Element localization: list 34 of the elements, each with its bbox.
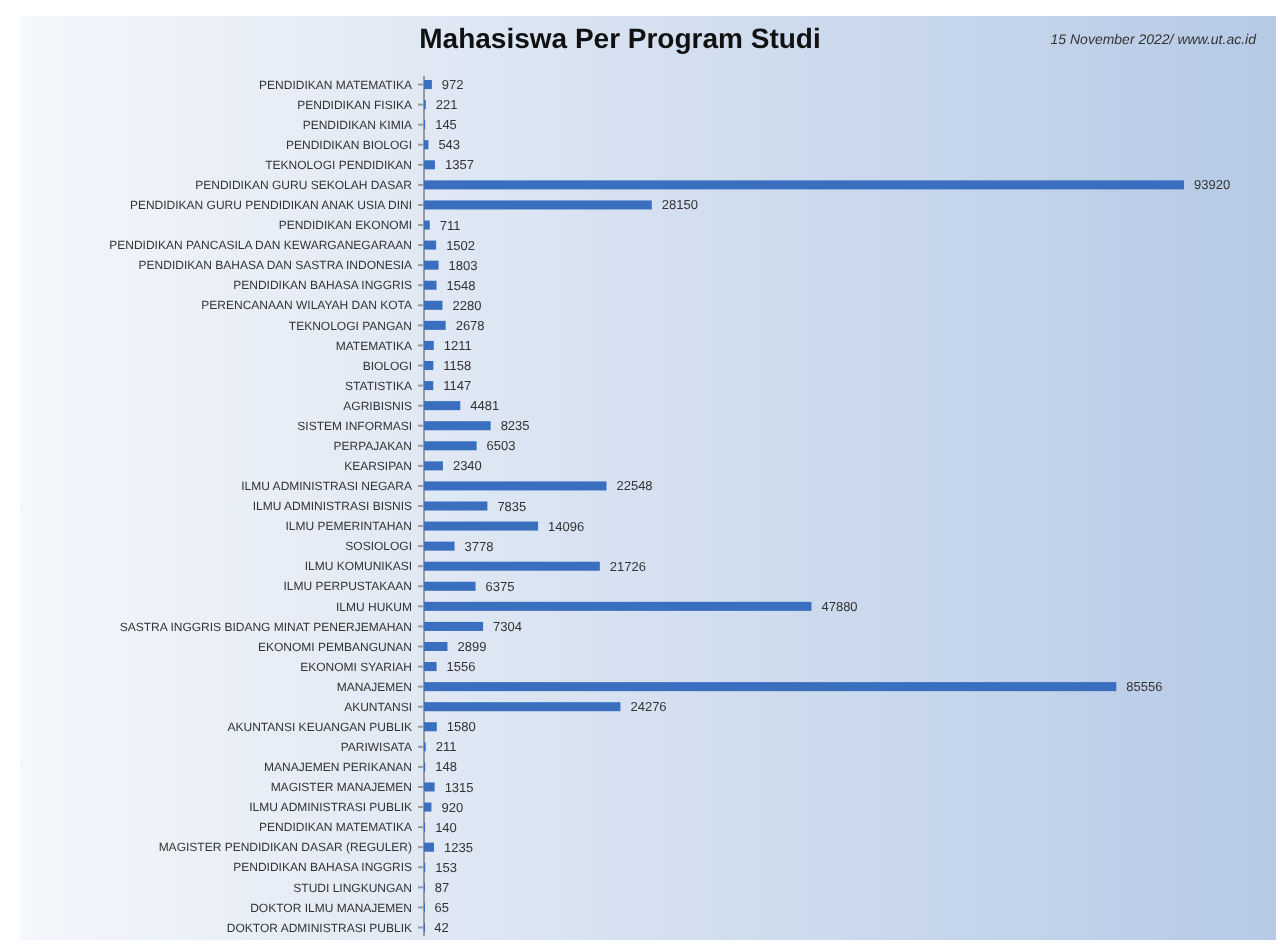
bar bbox=[424, 160, 435, 170]
bar bbox=[424, 220, 430, 230]
bar bbox=[424, 300, 443, 310]
bar bbox=[424, 401, 461, 411]
bar bbox=[424, 601, 812, 611]
bar bbox=[424, 280, 437, 290]
bar bbox=[424, 381, 434, 391]
bar bbox=[424, 541, 455, 551]
chart-title: Mahasiswa Per Program Studi bbox=[419, 22, 821, 54]
bar bbox=[424, 581, 476, 591]
bar bbox=[424, 360, 434, 371]
bar bbox=[424, 521, 539, 531]
bar bbox=[424, 320, 446, 330]
bar bbox=[424, 340, 434, 350]
bar bbox=[424, 782, 435, 792]
bar bbox=[424, 80, 432, 90]
bar bbox=[424, 621, 484, 631]
bar bbox=[424, 180, 1184, 190]
bar bbox=[424, 461, 443, 471]
bar bbox=[424, 441, 477, 451]
bar bbox=[424, 641, 448, 652]
bar bbox=[424, 722, 437, 732]
bar bbox=[424, 682, 1117, 692]
bar bbox=[424, 842, 434, 852]
bar bbox=[424, 240, 437, 250]
bar bbox=[424, 662, 437, 672]
bar bbox=[424, 501, 488, 511]
bar bbox=[424, 260, 439, 270]
bar bbox=[424, 561, 600, 571]
bar bbox=[424, 421, 491, 431]
bar bbox=[424, 702, 621, 712]
bar bbox=[424, 481, 607, 491]
bar bbox=[424, 802, 432, 812]
bar bbox=[424, 200, 652, 210]
